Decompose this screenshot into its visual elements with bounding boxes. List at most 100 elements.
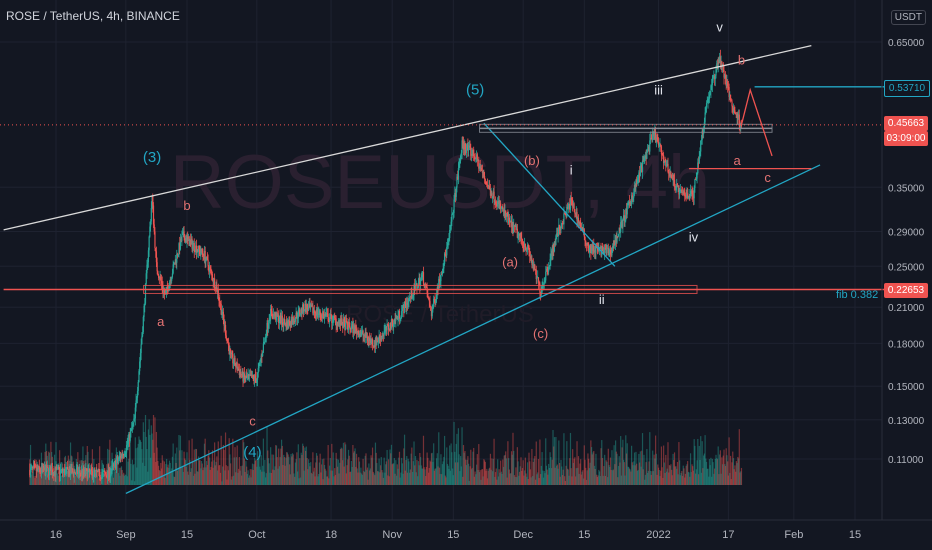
candle-body	[735, 113, 737, 115]
candle-body	[29, 467, 32, 476]
volume-bar	[38, 470, 40, 485]
candle-body	[152, 205, 155, 225]
volume-bar	[411, 447, 413, 485]
volume-bar	[176, 447, 178, 485]
candle-body	[352, 324, 354, 333]
candle-body	[593, 250, 596, 253]
candle-body	[414, 285, 416, 290]
candle-body	[313, 310, 315, 313]
candle-body	[218, 297, 220, 301]
volume-bar	[66, 470, 68, 485]
candle-body	[430, 306, 432, 311]
candle-body	[336, 321, 338, 326]
volume-bar	[454, 462, 457, 485]
candle-body	[155, 251, 158, 263]
volume-bar	[716, 458, 718, 485]
volume-bar	[462, 476, 464, 485]
candle-body	[635, 180, 637, 188]
volume-bar	[374, 442, 377, 485]
volume-bar	[626, 443, 628, 485]
volume-bar	[731, 462, 733, 485]
candle-body	[237, 368, 239, 371]
volume-bar	[683, 468, 685, 485]
time-tick-label: Oct	[248, 529, 265, 541]
price-axis[interactable]: 0.650000.350000.290000.250000.210000.180…	[888, 38, 925, 466]
candle-body	[243, 373, 245, 382]
volume-bar	[697, 438, 699, 485]
candle-body	[700, 140, 703, 141]
candle-body	[402, 306, 404, 308]
volume-bar	[240, 466, 242, 485]
candle-body	[454, 192, 457, 197]
candle-body	[655, 131, 657, 143]
candle-body	[480, 168, 482, 169]
volume-bar	[674, 466, 676, 485]
candle-body	[149, 221, 152, 227]
candle-body	[574, 209, 576, 214]
volume-bar	[461, 427, 463, 485]
volume-bar	[219, 472, 222, 485]
candle-body	[342, 319, 345, 328]
volume-bar	[322, 479, 324, 485]
candle-body	[131, 424, 134, 429]
candle-body	[567, 205, 569, 209]
candle-body	[230, 352, 232, 354]
volume-bar	[636, 463, 638, 485]
candle-body	[129, 431, 131, 441]
candle-body	[526, 248, 528, 250]
candle-body	[606, 247, 609, 249]
time-axis[interactable]: 16 Sep 15 Oct 18 Nov 15 Dec 15 2022 17 Feb 15	[50, 529, 861, 541]
candle-body	[739, 125, 741, 128]
volume-bar	[406, 472, 409, 485]
candle-body	[457, 176, 459, 180]
candle-body	[729, 94, 731, 97]
candle-body	[412, 293, 414, 298]
volume-bar	[144, 415, 147, 485]
volume-bar	[190, 468, 192, 485]
candle-body	[665, 161, 667, 167]
volume-bar	[556, 464, 558, 485]
volume-bar	[726, 455, 728, 485]
candle-body	[348, 321, 350, 327]
candle-body	[708, 94, 711, 99]
volume-bar	[384, 472, 386, 485]
volume-bar	[401, 463, 403, 485]
candle-body	[32, 465, 35, 468]
volume-bar	[425, 476, 427, 485]
candle-body	[422, 272, 424, 275]
candle-body	[408, 298, 410, 302]
candle-body	[467, 145, 469, 151]
volume-bar	[470, 449, 472, 485]
volume-bar	[695, 473, 697, 485]
candle-body	[377, 340, 379, 342]
volume-bar	[314, 476, 316, 485]
volume-bar	[209, 469, 211, 485]
volume-bar	[598, 471, 601, 485]
volume-bar	[680, 472, 682, 485]
volume-bar	[125, 445, 128, 485]
volume-bar	[118, 467, 120, 485]
candle-body	[624, 220, 626, 222]
volume-bar	[497, 459, 499, 485]
volume-bar	[105, 469, 107, 485]
candle-body	[519, 233, 521, 236]
volume-bar	[507, 441, 509, 485]
volume-bar	[281, 445, 283, 485]
volume-bar	[284, 465, 286, 485]
candle-body	[590, 244, 592, 254]
candle-body	[410, 290, 412, 298]
candle-body	[737, 114, 740, 119]
candle-body	[582, 229, 585, 231]
candle-body	[56, 467, 58, 469]
volume-bar	[149, 457, 152, 485]
candle-body	[264, 337, 266, 343]
volume-bar	[58, 471, 60, 485]
volume-bar	[362, 458, 364, 485]
currency-button[interactable]: USDT	[890, 10, 926, 25]
volume-bar	[199, 460, 201, 485]
candle-body	[476, 154, 478, 162]
candle-body	[81, 470, 83, 476]
volume-bar	[226, 479, 228, 485]
volume-bar	[203, 467, 205, 485]
